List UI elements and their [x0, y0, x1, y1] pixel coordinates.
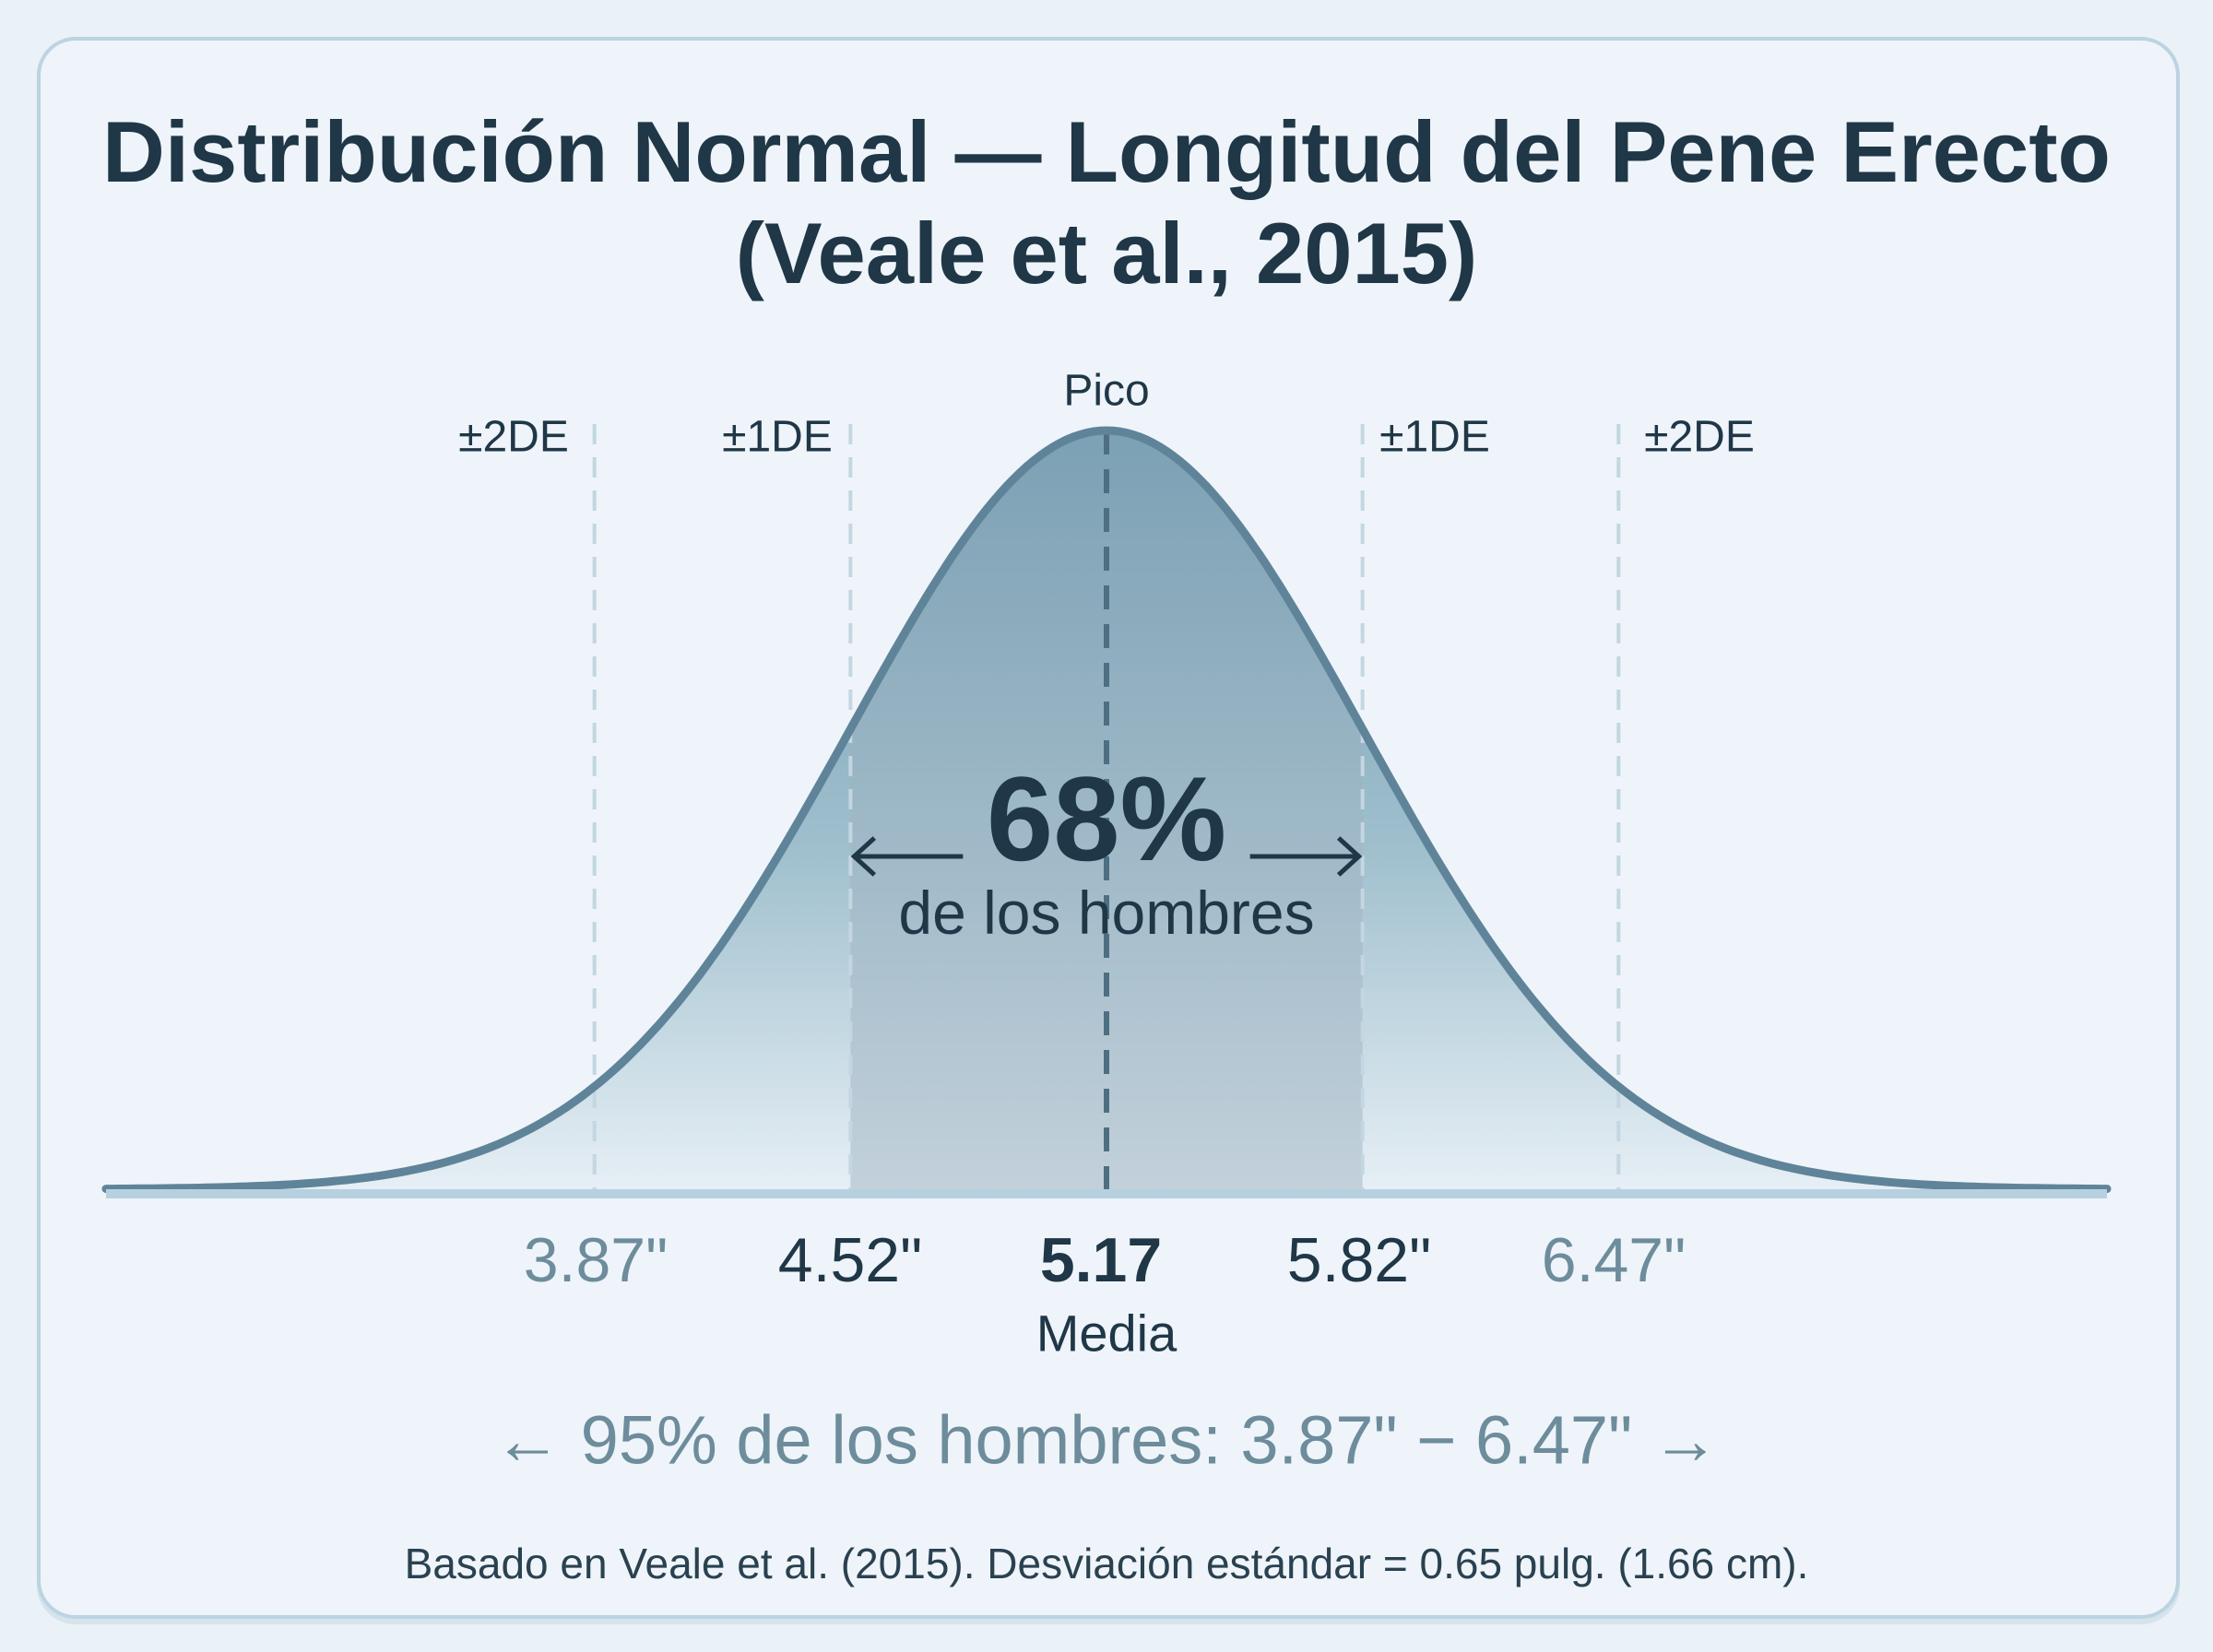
- footnote: Basado en Veale et al. (2015). Desviació…: [404, 1540, 1809, 1587]
- tick-label: 3.87": [523, 1225, 669, 1295]
- curve-line: [101, 426, 2112, 1194]
- band-68-area: [850, 431, 1363, 1189]
- chart-title: Distribución Normal — Longitud del Pene …: [102, 103, 2111, 200]
- arrow-right-icon: →: [1651, 1401, 1720, 1479]
- tick-label: 6.47": [1541, 1225, 1686, 1295]
- sd-label-minus1: ±1DE: [722, 412, 833, 462]
- arrow-left-icon: ←: [493, 1401, 562, 1479]
- tick-label: 5.82": [1286, 1225, 1432, 1295]
- band-percent: 68%: [986, 751, 1227, 886]
- mean-label: Media: [1035, 1304, 1178, 1363]
- peak-label: Pico: [1063, 366, 1150, 416]
- sd-label-plus1: ±1DE: [1379, 412, 1490, 462]
- tick-label: 4.52": [777, 1225, 923, 1295]
- tick-label-mean: 5.17: [1039, 1225, 1163, 1295]
- arrow-left-icon: [850, 836, 964, 877]
- arrow-right-icon: [1249, 836, 1363, 877]
- chart-subtitle: (Veale et al., 2015): [735, 205, 1478, 301]
- sd-label-minus2: ±2DE: [458, 412, 569, 462]
- band-caption: de los hombres: [898, 879, 1315, 947]
- range-note: ← 95% de los hombres: 3.87" − 6.47" →: [493, 1401, 1720, 1480]
- sd-label-plus2: ±2DE: [1644, 412, 1755, 462]
- range-note-text: 95% de los hombres: 3.87" − 6.47": [580, 1401, 1633, 1479]
